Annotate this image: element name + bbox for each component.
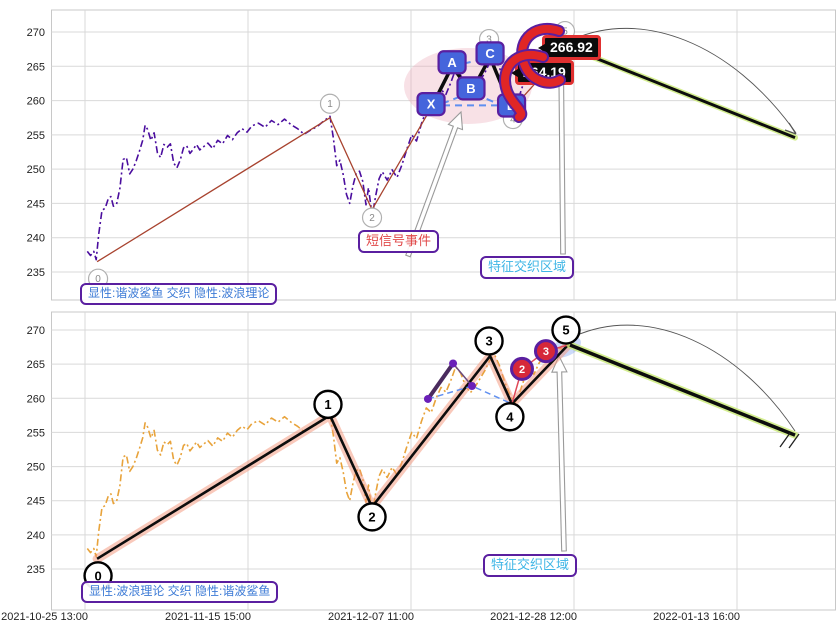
event-dot-label-2: 2 (519, 364, 525, 376)
wave-circle-label-top: 3 (486, 35, 492, 46)
x-tick-label: 2022-01-13 16:00 (653, 611, 740, 623)
harmonic-label-text-A: A (447, 55, 457, 70)
interweave-zone-label-top[interactable]: 特征交织区域 (480, 256, 575, 279)
forecast-line-top (567, 45, 796, 139)
price-tag-266-92[interactable]: 266.92 (538, 35, 601, 60)
wave-circle-bottom-1 (313, 389, 343, 420)
y-tick-label: 250 (27, 462, 45, 474)
x-tick-label: 2021-10-25 13:00 (1, 611, 88, 623)
wave-circle-top-1 (319, 93, 341, 114)
wave-circle-top-2 (361, 207, 383, 228)
price-tag-264-19[interactable]: 264.19 (511, 60, 574, 85)
harmonic-label-text-D: D (507, 98, 516, 113)
interweave-arrow-bottom (551, 354, 568, 552)
interweave-zone-label-bottom[interactable]: 特征交织区域 (483, 554, 578, 577)
wave-circle-label-bottom: 0 (94, 568, 101, 583)
wave-line-explicit-bottom (96, 344, 569, 560)
forecast-arc-bottom (574, 324, 796, 432)
y-tick-label: 260 (27, 96, 45, 108)
wave-circle-label-bottom: 3 (485, 333, 492, 348)
x-tick-label: 2021-12-28 12:00 (490, 611, 577, 623)
legend-top[interactable]: 显性:谐波鲨鱼 交织 隐性:波浪理论 (80, 283, 278, 305)
wave-glow-bottom (92, 340, 573, 564)
legend-bottom[interactable]: 显性:波浪理论 交织 隐性:谐波鲨鱼 (81, 581, 279, 603)
y-tick-label: 245 (27, 198, 45, 210)
event-dot-2 (510, 356, 535, 381)
y-tick-label: 255 (27, 427, 45, 439)
y-tick-label: 235 (27, 267, 45, 279)
y-tick-label: 250 (27, 164, 45, 176)
interweave-arrow-top (552, 56, 570, 255)
wave-circle-label-top: 1 (327, 99, 333, 110)
y-tick-label: 240 (27, 530, 45, 542)
forecast-end-ticks (779, 432, 800, 449)
harmonic-label-box-B (456, 76, 486, 101)
wave-circle-bottom-5 (551, 315, 581, 345)
harmonic-implicit-line-XA (426, 362, 455, 401)
harmonic-label-text-X: X (427, 97, 436, 112)
wave-circle-label-top: 2 (369, 213, 375, 224)
wave-circle-bottom-4 (495, 402, 525, 432)
harmonic-implicit-line-AB (452, 363, 473, 387)
wave-circle-label-bottom: 4 (506, 409, 514, 424)
forecast-arc-top (573, 27, 797, 134)
y-tick-label: 260 (27, 393, 45, 405)
forecast-arrowhead-top (784, 122, 797, 135)
y-tick-label: 270 (27, 325, 45, 337)
wave-circle-bottom-2 (357, 502, 387, 532)
wave-circle-bottom-3 (474, 326, 504, 356)
forecast-line-bottom (569, 343, 796, 437)
y-tick-label: 265 (27, 359, 45, 371)
y-tick-label: 240 (27, 233, 45, 245)
y-tick-label: 245 (27, 496, 45, 508)
x-tick-label: 2021-12-07 11:00 (328, 611, 414, 623)
x-tick-label: 2021-11-15 15:00 (165, 611, 251, 623)
harmonic-label-text-C: C (485, 46, 495, 61)
wave-circle-label-bottom: 5 (562, 323, 569, 338)
event-dot-3 (533, 339, 558, 364)
short-signal-label[interactable]: 短信号事件 (358, 230, 440, 253)
harmonic-label-box-A (437, 50, 467, 75)
harmonic-implicit-dot (467, 381, 476, 390)
wave-circle-label-bottom: 1 (324, 397, 331, 412)
y-tick-label: 255 (27, 130, 45, 142)
harmonic-implicit-dot (449, 359, 458, 368)
wave-circle-label-top: 0 (95, 274, 101, 285)
harmonic-implicit-dot (423, 394, 432, 403)
harmonic-label-box-X (416, 92, 446, 117)
panel-border (51, 9, 836, 301)
y-tick-label: 270 (27, 27, 45, 39)
panel-border (51, 311, 836, 611)
wave-circle-label-bottom: 2 (368, 509, 375, 524)
event-dot-label-3: 3 (543, 346, 549, 358)
harmonic-label-text-B: B (466, 81, 475, 96)
y-tick-label: 265 (27, 61, 45, 73)
y-tick-label: 235 (27, 564, 45, 576)
